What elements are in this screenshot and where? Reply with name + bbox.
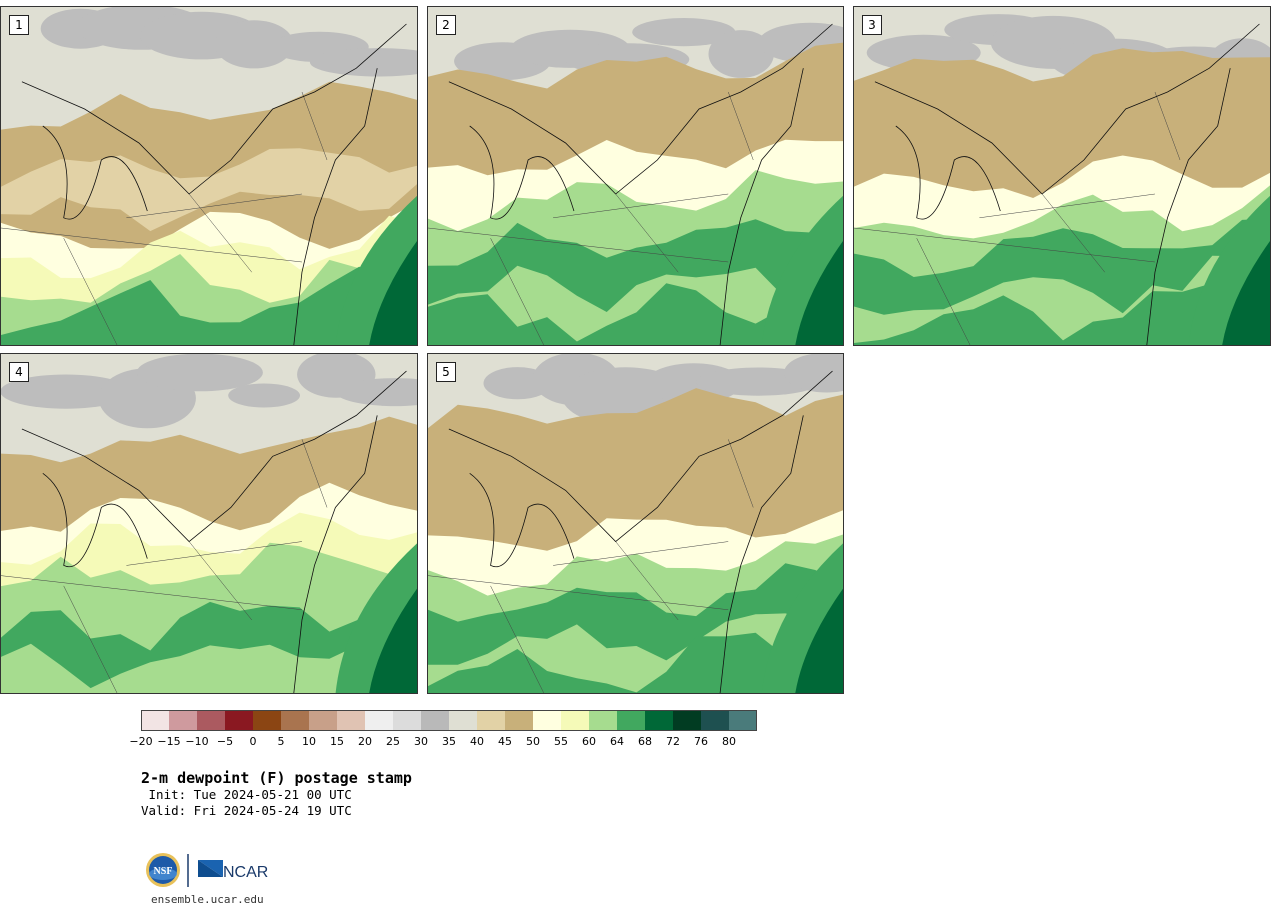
colorbar-swatch bbox=[365, 711, 393, 730]
member-label-4: 4 bbox=[9, 362, 29, 382]
colorbar-tick: 5 bbox=[277, 735, 285, 748]
colorbar-tick: −15 bbox=[157, 735, 181, 748]
colorbar-swatch bbox=[337, 711, 365, 730]
colorbar-swatch bbox=[645, 711, 673, 730]
map-panel-5: 5 bbox=[427, 353, 844, 694]
map-panel-2: 2 bbox=[427, 6, 844, 346]
colorbar-tick: 68 bbox=[638, 735, 652, 748]
colorbar-tick: 30 bbox=[414, 735, 428, 748]
dewpoint-colorbar bbox=[141, 710, 757, 731]
valid-time: Valid: Fri 2024-05-24 19 UTC bbox=[141, 803, 352, 818]
colorbar-tick: −5 bbox=[216, 735, 234, 748]
colorbar-swatch bbox=[533, 711, 561, 730]
dewpoint-map-4 bbox=[1, 354, 417, 693]
colorbar-swatch bbox=[477, 711, 505, 730]
title-block: 2-m dewpoint (F) postage stamp Init: Tue… bbox=[141, 769, 412, 819]
colorbar-swatch bbox=[561, 711, 589, 730]
colorbar-tick: 0 bbox=[249, 735, 257, 748]
colorbar-tick: 40 bbox=[470, 735, 484, 748]
colorbar-tick: 50 bbox=[526, 735, 540, 748]
colorbar-tick-labels: −20 −15 −10 −5 0 5 10 15 20 25 30 35 40 45 50 55 60 64 68 7… bbox=[0, 735, 800, 749]
map-panel-4: 4 bbox=[0, 353, 418, 694]
colorbar-tick: 25 bbox=[386, 735, 400, 748]
chart-title: 2-m dewpoint (F) postage stamp bbox=[141, 769, 412, 787]
colorbar-swatch bbox=[393, 711, 421, 730]
colorbar-swatch bbox=[225, 711, 253, 730]
init-time: Init: Tue 2024-05-21 00 UTC bbox=[141, 787, 352, 802]
colorbar-tick: 55 bbox=[554, 735, 568, 748]
colorbar-tick: 60 bbox=[582, 735, 596, 748]
site-url[interactable]: ensemble.ucar.edu bbox=[151, 893, 264, 906]
colorbar-swatch bbox=[505, 711, 533, 730]
ncar-logo-text: NCAR bbox=[223, 864, 268, 881]
colorbar-tick: 15 bbox=[330, 735, 344, 748]
dewpoint-map-2 bbox=[428, 7, 843, 345]
nsf-logo-text: NSF bbox=[154, 866, 173, 877]
colorbar-swatch bbox=[421, 711, 449, 730]
colorbar-tick: 10 bbox=[302, 735, 316, 748]
colorbar-swatch bbox=[701, 711, 729, 730]
dewpoint-map-5 bbox=[428, 354, 843, 693]
colorbar-swatch bbox=[449, 711, 477, 730]
colorbar-swatch bbox=[729, 711, 757, 730]
colorbar-swatch bbox=[141, 711, 169, 730]
colorbar-tick: −10 bbox=[185, 735, 209, 748]
member-label-5: 5 bbox=[436, 362, 456, 382]
colorbar-tick: 20 bbox=[358, 735, 372, 748]
colorbar-swatch bbox=[617, 711, 645, 730]
colorbar-tick: 45 bbox=[498, 735, 512, 748]
colorbar-swatch bbox=[197, 711, 225, 730]
colorbar-tick: 72 bbox=[666, 735, 680, 748]
colorbar-swatch bbox=[589, 711, 617, 730]
colorbar-tick: 80 bbox=[722, 735, 736, 748]
colorbar-tick: −20 bbox=[129, 735, 153, 748]
colorbar-swatch bbox=[309, 711, 337, 730]
dewpoint-map-1 bbox=[1, 7, 417, 345]
member-label-3: 3 bbox=[862, 15, 882, 35]
member-label-1: 1 bbox=[9, 15, 29, 35]
colorbar-swatch bbox=[673, 711, 701, 730]
logos: NSF NCAR bbox=[146, 853, 268, 887]
map-panel-3: 3 bbox=[853, 6, 1271, 346]
colorbar-tick: 35 bbox=[442, 735, 456, 748]
member-label-2: 2 bbox=[436, 15, 456, 35]
colorbar-swatch bbox=[169, 711, 197, 730]
colorbar-swatch bbox=[253, 711, 281, 730]
colorbar-tick: 76 bbox=[694, 735, 708, 748]
ncar-logo: NCAR bbox=[198, 860, 268, 881]
colorbar-swatch bbox=[281, 711, 309, 730]
nsf-logo: NSF bbox=[146, 853, 180, 887]
colorbar-tick: 64 bbox=[610, 735, 624, 748]
map-panel-1: 1 bbox=[0, 6, 418, 346]
dewpoint-map-3 bbox=[854, 7, 1270, 345]
